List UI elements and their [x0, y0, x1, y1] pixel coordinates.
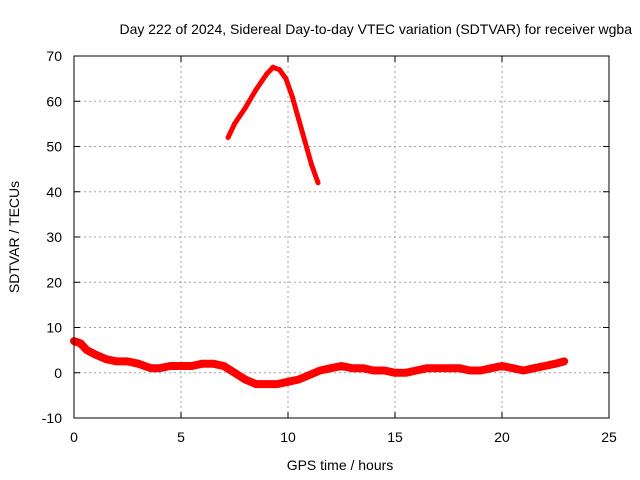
- y-tick-label: 50: [46, 139, 62, 155]
- data-point: [446, 365, 451, 371]
- data-point: [199, 361, 205, 367]
- data-point: [84, 347, 90, 353]
- data-point: [315, 180, 321, 186]
- data-point: [371, 368, 377, 373]
- data-point: [413, 368, 419, 373]
- data-point: [276, 67, 282, 73]
- data-point: [285, 379, 291, 385]
- data-point: [467, 368, 473, 373]
- data-point: [103, 356, 109, 362]
- data-point: [289, 94, 295, 100]
- data-point: [302, 139, 308, 145]
- y-tick-label: 30: [46, 229, 62, 245]
- data-point: [317, 368, 323, 373]
- x-tick-label: 0: [70, 429, 78, 445]
- data-point: [178, 363, 184, 369]
- data-point: [531, 365, 537, 371]
- x-tick-label: 10: [280, 429, 296, 445]
- data-point: [274, 381, 280, 387]
- data-point: [264, 71, 270, 77]
- plot-lines: [70, 64, 569, 389]
- x-tick-label: 20: [494, 429, 510, 445]
- plot-frame: [73, 55, 610, 419]
- data-point: [309, 162, 314, 168]
- data-point: [148, 365, 154, 371]
- data-point: [542, 363, 548, 369]
- data-point: [167, 363, 173, 369]
- data-point: [242, 377, 248, 382]
- data-point: [328, 365, 334, 371]
- y-axis-label: SDTVAR / TECUs: [6, 181, 22, 293]
- data-point: [92, 352, 98, 358]
- data-point: [424, 365, 430, 371]
- data-point: [435, 365, 441, 371]
- data-point: [306, 372, 312, 378]
- data-point: [553, 361, 558, 367]
- y-tick-label: 20: [46, 274, 62, 290]
- data-point: [77, 340, 83, 346]
- data-point: [283, 76, 289, 82]
- y-tick-label: 60: [46, 93, 62, 109]
- data-point: [478, 368, 484, 373]
- data-point: [488, 365, 494, 371]
- y-tick-label: -10: [42, 410, 62, 426]
- data-point: [253, 381, 259, 387]
- data-point: [232, 370, 237, 376]
- series-line-1: [70, 337, 569, 389]
- y-tick-label: 0: [54, 365, 62, 381]
- data-point: [114, 358, 120, 364]
- data-point: [296, 116, 302, 122]
- data-point: [561, 358, 567, 364]
- y-tick-label: 70: [46, 48, 62, 64]
- tick-labels: 0 5 10 15 20 25 -10 0 10 20 30 40 50 60 70: [42, 48, 617, 445]
- y-tick-label: 10: [46, 320, 62, 336]
- data-point: [360, 365, 366, 371]
- data-point: [499, 363, 505, 369]
- x-tick-label: 5: [177, 429, 185, 445]
- data-point: [242, 105, 248, 111]
- data-point: [296, 377, 302, 382]
- x-tick-label: 15: [387, 429, 403, 445]
- data-point: [157, 365, 163, 371]
- x-tick-label: 25: [601, 429, 617, 445]
- data-point: [225, 134, 231, 140]
- data-point: [210, 361, 216, 367]
- data-point: [510, 365, 516, 371]
- data-point: [381, 368, 387, 373]
- data-point: [232, 121, 237, 127]
- data-point: [142, 363, 148, 369]
- data-point: [135, 361, 141, 367]
- data-point: [270, 64, 276, 70]
- data-point: [403, 370, 409, 376]
- data-point: [392, 370, 398, 376]
- data-point: [264, 381, 270, 387]
- data-point: [520, 368, 526, 373]
- data-point: [349, 365, 355, 371]
- chart-title: Day 222 of 2024, Sidereal Day-to-day VTE…: [119, 21, 632, 37]
- y-tick-label: 40: [46, 184, 62, 200]
- data-point: [339, 363, 344, 369]
- data-point: [456, 365, 462, 371]
- series-line-2: [225, 64, 321, 186]
- data-point: [189, 363, 195, 369]
- x-axis-label: GPS time / hours: [287, 457, 394, 473]
- data-point: [125, 358, 130, 364]
- data-point: [221, 363, 227, 369]
- data-point: [253, 87, 259, 93]
